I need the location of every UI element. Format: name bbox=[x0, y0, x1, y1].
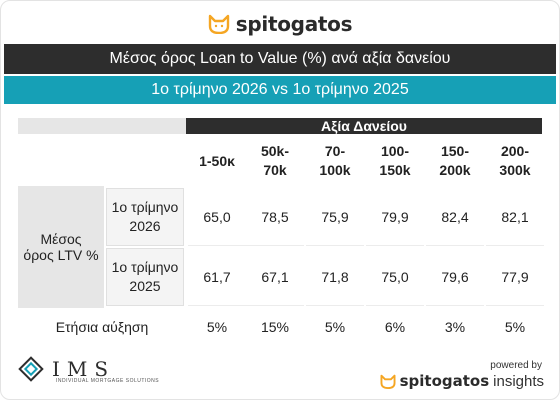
row-label: 1ο τρίμηνο 2026 bbox=[106, 188, 184, 246]
table-cell-value: 71,8 bbox=[306, 248, 364, 306]
table-cell-value: 79,6 bbox=[426, 248, 484, 306]
row-group-label: Μέσος όρος LTV % bbox=[18, 186, 104, 308]
table-corner-shade bbox=[18, 118, 186, 134]
chart-title: Μέσος όρος Loan to Value (%) ανά αξία δα… bbox=[4, 44, 556, 74]
brand-name: spitogatos bbox=[235, 12, 353, 36]
table-cell-value: 65,0 bbox=[188, 188, 246, 246]
growth-value: 5% bbox=[504, 319, 526, 335]
growth-value: 3% bbox=[444, 319, 466, 335]
ims-tagline: INDIVIDUAL MORTGAGE SOLUTIONS bbox=[56, 378, 160, 384]
ims-logo: IMS INDIVIDUAL MORTGAGE SOLUTIONS bbox=[18, 356, 159, 384]
column-header: 100- 150k bbox=[379, 143, 411, 178]
footer-brand-name: spitogatos bbox=[399, 372, 490, 390]
row-label: 1ο τρίμηνο 2025 bbox=[106, 248, 184, 306]
table-cell-value: 78,5 bbox=[246, 188, 304, 246]
ims-name: IMS bbox=[52, 357, 116, 381]
table-cell-value: 67,1 bbox=[246, 248, 304, 306]
cat-logo-icon bbox=[208, 14, 229, 34]
column-group-header: Αξία Δανείου bbox=[186, 118, 542, 134]
growth-value: 5% bbox=[206, 319, 228, 335]
column-header: 70- 100k bbox=[319, 143, 351, 178]
column-header: 1-50κ bbox=[199, 152, 235, 169]
column-header: 150- 200k bbox=[439, 143, 471, 178]
table-cell-value: 77,9 bbox=[486, 248, 544, 306]
column-header: 50k- 70k bbox=[260, 143, 290, 178]
growth-value: 5% bbox=[324, 319, 346, 335]
growth-value: 15% bbox=[260, 319, 290, 335]
column-header: 200- 300k bbox=[499, 143, 531, 178]
brand-logo: spitogatos bbox=[0, 10, 560, 38]
powered-by-label: powered by bbox=[490, 360, 542, 371]
table-cell-value: 75,0 bbox=[366, 248, 424, 306]
cat-logo-small-icon bbox=[380, 374, 396, 389]
chart-subtitle: 1ο τρίμηνο 2026 vs 1ο τρίμηνο 2025 bbox=[4, 76, 556, 104]
table-cell-value: 82,1 bbox=[486, 188, 544, 246]
spitogatos-insights-logo: spitogatos insights bbox=[380, 372, 544, 390]
table-cell-value: 82,4 bbox=[426, 188, 484, 246]
growth-value: 6% bbox=[384, 319, 406, 335]
table-cell-value: 79,9 bbox=[366, 188, 424, 246]
table-cell-value: 75,9 bbox=[306, 188, 364, 246]
footer-insights: insights bbox=[493, 372, 544, 390]
growth-label: Ετήσια αύξηση bbox=[55, 319, 149, 335]
table-cell-value: 61,7 bbox=[188, 248, 246, 306]
ims-diamond-icon bbox=[18, 356, 44, 382]
